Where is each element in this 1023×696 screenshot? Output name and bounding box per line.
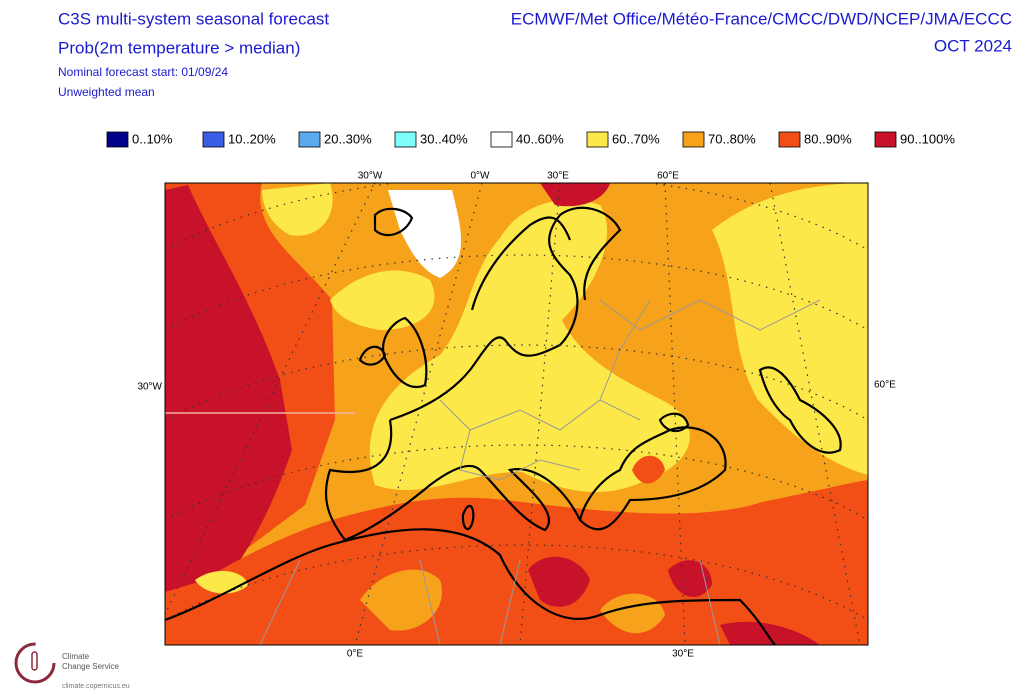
region xyxy=(668,560,712,597)
forecast-start: Nominal forecast start: 01/09/24 xyxy=(58,65,228,79)
logo-url: climate.copernicus.eu xyxy=(62,683,130,690)
legend-label: 60..70% xyxy=(612,131,660,146)
legend-label: 70..80% xyxy=(708,131,756,146)
region xyxy=(540,183,610,207)
region xyxy=(262,183,333,236)
legend-label: 20..30% xyxy=(324,131,372,146)
borders xyxy=(259,299,821,645)
logo-text: Climate xyxy=(62,652,90,661)
legend: 0..10% 10..20% 20..30% 30..40% 40..60% 60..70… xyxy=(106,131,955,148)
legend-swatch xyxy=(106,131,129,148)
map-frame xyxy=(164,182,869,646)
region xyxy=(720,621,820,645)
map-label: 60°E xyxy=(657,171,679,182)
map xyxy=(165,183,868,645)
legend-label: 40..60% xyxy=(516,131,564,146)
legend-swatch xyxy=(778,131,801,148)
legend-label: 30..40% xyxy=(420,131,468,146)
legend-swatch xyxy=(490,131,513,148)
map-label: 0°E xyxy=(347,649,364,660)
map-label: 0°W xyxy=(471,171,491,182)
region xyxy=(330,270,435,330)
subtitle: Prob(2m temperature > median) xyxy=(58,38,300,57)
region xyxy=(369,200,690,493)
region xyxy=(712,183,868,475)
legend-swatch xyxy=(682,131,705,148)
coastlines xyxy=(165,206,842,645)
legend-swatch xyxy=(298,131,321,148)
map-label: 30°W xyxy=(137,382,162,393)
map-label: 30°W xyxy=(358,171,383,182)
map-label: 60°E xyxy=(874,380,896,391)
logo-ring xyxy=(14,642,56,684)
map-label: 30°E xyxy=(547,171,569,182)
logo-thermometer xyxy=(31,651,38,671)
region xyxy=(165,480,868,645)
region xyxy=(632,455,665,484)
logo: Climate Change Service climate.copernicu… xyxy=(14,642,130,690)
region xyxy=(165,185,292,592)
legend-label: 90..100% xyxy=(900,131,955,146)
legend-label: 80..90% xyxy=(804,131,852,146)
legend-swatch xyxy=(202,131,225,148)
logo-text: Change Service xyxy=(62,662,119,671)
legend-swatch xyxy=(394,131,417,148)
legend-label: 10..20% xyxy=(228,131,276,146)
map-label: 30°E xyxy=(672,649,694,660)
centres: ECMWF/Met Office/Météo-France/CMCC/DWD/N… xyxy=(511,9,1012,28)
legend-swatch xyxy=(874,131,897,148)
title: C3S multi-system seasonal forecast xyxy=(58,9,329,28)
method: Unweighted mean xyxy=(58,85,155,99)
region xyxy=(528,556,590,607)
region xyxy=(360,569,442,631)
legend-label: 0..10% xyxy=(132,131,173,146)
period: OCT 2024 xyxy=(934,36,1012,55)
legend-swatch xyxy=(586,131,609,148)
